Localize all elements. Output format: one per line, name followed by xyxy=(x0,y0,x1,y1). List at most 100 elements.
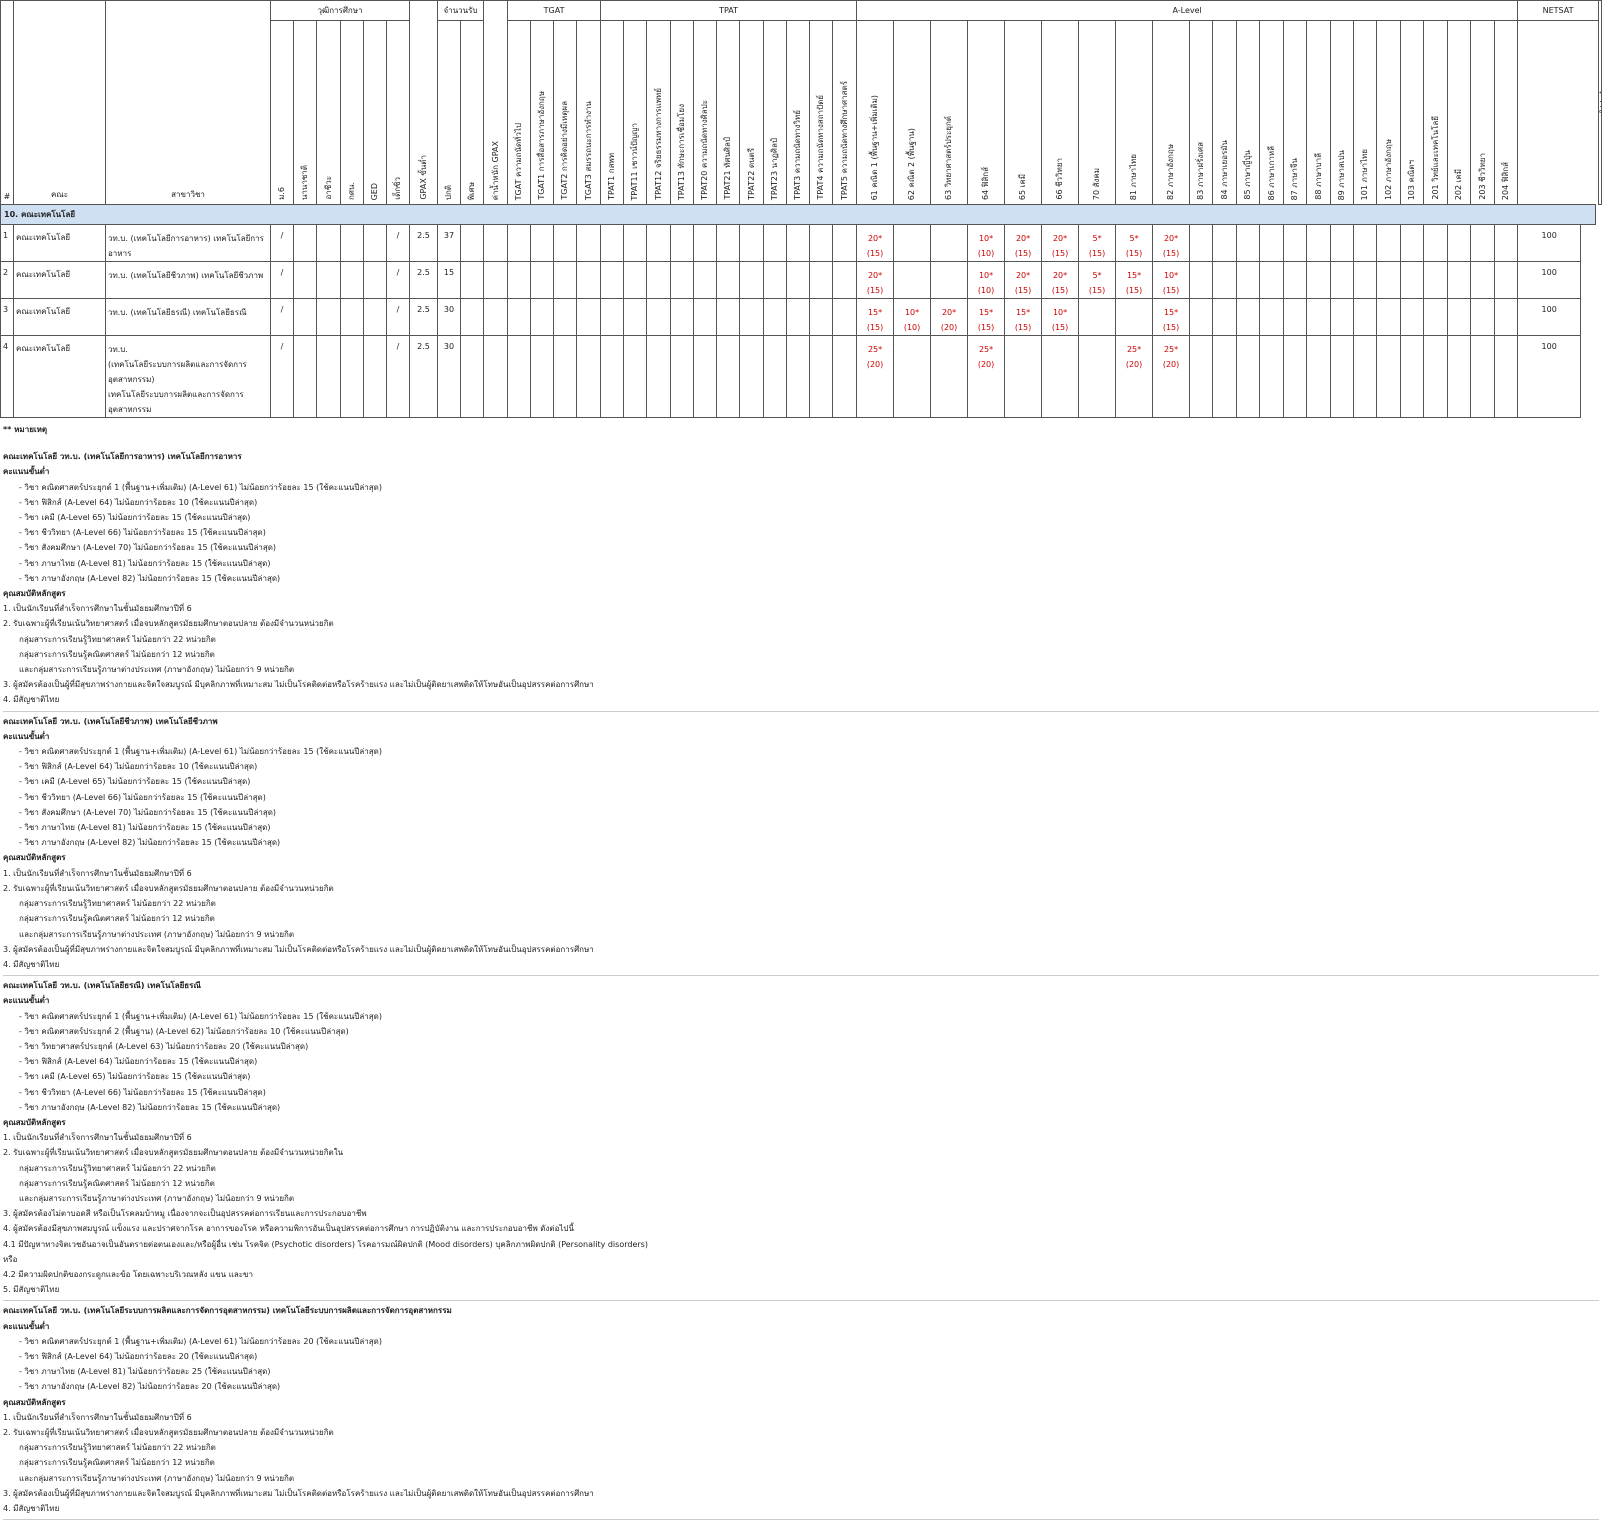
cell-gpax: 2.5 xyxy=(409,298,439,336)
cell-p11 xyxy=(623,335,648,418)
cell-a88 xyxy=(1306,335,1332,418)
cell-inter xyxy=(293,335,317,418)
min-score-value: (15) xyxy=(1162,249,1180,258)
cell-gpax: 2.5 xyxy=(409,224,439,262)
col-a82: 82 ภาษาอังกฤษ xyxy=(1152,20,1191,205)
note-subheading: คุณสมบัติหลักสูตร xyxy=(3,853,66,863)
cell-p22 xyxy=(739,335,765,418)
row-num: 4 xyxy=(0,335,14,418)
cell-p12 xyxy=(646,298,672,336)
cell-t11 xyxy=(530,224,555,262)
cell-a84 xyxy=(1212,298,1238,336)
cell-n102 xyxy=(1376,224,1402,262)
weight-value: 20* xyxy=(941,308,957,317)
cell-p1 xyxy=(600,298,625,336)
cell-a84 xyxy=(1212,224,1238,262)
cell-n202 xyxy=(1447,298,1472,336)
cell-p21 xyxy=(716,261,741,299)
col-p11: TPAT11 เชาวน์ปัญญา xyxy=(623,20,648,205)
min-score-value: (10) xyxy=(903,323,921,332)
cell-normal: 15 xyxy=(437,261,462,299)
note-subheading: คะแนนขั้นต่ำ xyxy=(3,731,50,741)
note-heading: คณะเทคโนโลยี วท.บ. (เทคโนโลยีธรณี) เทคโน… xyxy=(3,981,201,991)
cell-p22 xyxy=(739,298,765,336)
note-line: - วิชา เคมี (A-Level 65) ไม่น้อยกว่าร้อย… xyxy=(19,777,251,787)
cell-ged xyxy=(363,335,387,418)
note-subheading: คุณสมบัติหลักสูตร xyxy=(3,1397,66,1407)
major-line: วท.บ. (เทคโนโลยีชีวภาพ) เทคโนโลยีชีวภาพ xyxy=(108,271,264,280)
cell-a62 xyxy=(893,335,932,418)
col-a85: 85 ภาษาญี่ปุ่น xyxy=(1236,20,1261,205)
note-line: - วิชา ภาษาไทย (A-Level 81) ไม่น้อยกว่าร… xyxy=(19,558,271,568)
notes-title: ** หมายเหตุ xyxy=(3,425,48,434)
note-line: 4. มีสัญชาติไทย xyxy=(3,959,60,969)
col-a63: 63 วิทยาศาสตร์ประยุกต์ xyxy=(930,20,969,205)
cell-a85 xyxy=(1236,298,1261,336)
weight-value: 25* xyxy=(1163,345,1179,354)
cell-n101 xyxy=(1353,224,1378,262)
cell-a86 xyxy=(1259,261,1285,299)
group-tpat: TPAT xyxy=(600,0,858,21)
cell-p20 xyxy=(693,261,718,299)
col-a61: 61 คณิต 1 (พื้นฐาน+เพิ่มเติม) xyxy=(856,20,895,205)
cell-gsf xyxy=(340,224,364,262)
cell-a88 xyxy=(1306,298,1332,336)
row-num: 3 xyxy=(0,298,14,336)
cell-a86 xyxy=(1259,224,1285,262)
cell-p12 xyxy=(646,335,672,418)
weight-value: 20* xyxy=(867,271,883,280)
cell-p20 xyxy=(693,224,718,262)
group-header-row: # คณะ สาขาวิชา วุฒิการศึกษา GPAX ขั้นต่ำ… xyxy=(0,0,1602,205)
cell-p3 xyxy=(786,261,811,299)
notes-area: ** หมายเหตุ คณะเทคโนโลยี วท.บ. (เทคโนโลย… xyxy=(0,418,1602,1521)
cell-inter xyxy=(293,224,317,262)
row-major: วท.บ. (เทคโนโลยีชีวภาพ) เทคโนโลยีชีวภาพ xyxy=(105,261,271,299)
cell-n102 xyxy=(1376,298,1402,336)
cell-a66: 20* (15) xyxy=(1041,261,1080,299)
cell-a89 xyxy=(1330,335,1355,418)
cell-m6: / xyxy=(270,335,294,418)
cell-n202 xyxy=(1447,335,1472,418)
cell-a65: 20* (15) xyxy=(1004,261,1043,299)
cell-a88 xyxy=(1306,261,1332,299)
note-line: และกลุ่มสาระการเรียนรู้ภาษาต่างประเทศ (ภ… xyxy=(19,1473,295,1483)
note-line: 4. มีสัญชาติไทย xyxy=(3,695,60,705)
cell-p5 xyxy=(832,298,858,336)
note-heading: คณะเทคโนโลยี วท.บ. (เทคโนโลยีการอาหาร) เ… xyxy=(3,452,242,462)
cell-pre: / xyxy=(385,224,411,262)
cell-ged xyxy=(363,298,387,336)
weight-value: 15* xyxy=(1126,271,1142,280)
cell-p22 xyxy=(739,224,765,262)
cell-a66: 10* (15) xyxy=(1041,298,1080,336)
table-row: 1 คณะเทคโนโลยี วท.บ. (เทคโนโลยีการอาหาร) เ… xyxy=(0,224,1602,262)
col-t1: TGAT ความถนัดทั่วไป xyxy=(507,20,532,205)
row-total: 100 xyxy=(1517,261,1582,299)
row-major: วท.บ. (เทคโนโลยีธรณี) เทคโนโลยีธรณี xyxy=(105,298,271,336)
col-p3: TPAT3 ความถนัดทางวิทย์ xyxy=(786,20,811,205)
cell-p23 xyxy=(763,298,788,336)
weight-value: 10* xyxy=(978,271,994,280)
note-line: - วิชา คณิตศาสตร์ประยุกต์ 1 (พื้นฐาน+เพิ… xyxy=(19,1011,382,1021)
cell-a70 xyxy=(1078,298,1117,336)
cell-n101 xyxy=(1353,261,1378,299)
note-line: - วิชา ภาษาอังกฤษ (A-Level 82) ไม่น้อยกว… xyxy=(19,838,281,848)
row-major: วท.บ. (เทคโนโลยีการอาหาร) เทคโนโลยีการอา… xyxy=(105,224,271,262)
cell-a83 xyxy=(1189,224,1214,262)
cell-p21 xyxy=(716,335,741,418)
col-faculty: คณะ xyxy=(13,0,106,205)
cell-a87 xyxy=(1283,298,1308,336)
cell-p23 xyxy=(763,261,788,299)
min-score-value: (15) xyxy=(1014,323,1032,332)
section-title: 10. คณะเทคโนโลยี xyxy=(0,204,1597,225)
note-line: - วิชา คณิตศาสตร์ประยุกต์ 2 (พื้นฐาน) (A… xyxy=(19,1026,349,1036)
min-score-value: (15) xyxy=(1051,323,1069,332)
cell-voc xyxy=(316,224,341,262)
cell-p13 xyxy=(670,298,695,336)
cell-p3 xyxy=(786,298,811,336)
major-line: (เทคโนโลยีระบบการผลิตและการจัดการอุตสาหก… xyxy=(108,360,247,384)
note-line: 3. ผู้สมัครต้องเป็นผู้ที่มีสุขภาพร่างกาย… xyxy=(3,680,594,690)
note-subheading: คะแนนขั้นต่ำ xyxy=(3,1321,50,1331)
min-score-value: (15) xyxy=(866,286,884,295)
weight-value: 15* xyxy=(1015,308,1031,317)
cell-a88 xyxy=(1306,224,1332,262)
